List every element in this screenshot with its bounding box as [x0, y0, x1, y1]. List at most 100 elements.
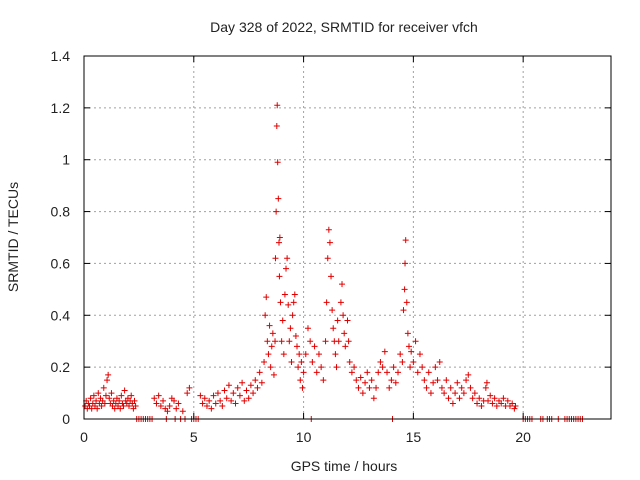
- data-point: [344, 317, 351, 324]
- data-point: [234, 384, 241, 391]
- data-point: [270, 371, 277, 378]
- data-point: [247, 382, 254, 389]
- data-point: [131, 397, 138, 404]
- data-point: [402, 237, 409, 244]
- data-point: [94, 405, 101, 412]
- data-point: [463, 377, 470, 384]
- data-point: [160, 397, 167, 404]
- x-tick-label: 0: [80, 429, 88, 445]
- chart-title: Day 328 of 2022, SRMTID for receiver vfc…: [210, 19, 478, 35]
- data-point: [214, 390, 221, 397]
- data-point: [482, 384, 489, 391]
- data-point: [357, 374, 364, 381]
- data-point: [243, 387, 250, 394]
- data-point: [511, 405, 518, 412]
- data-point: [362, 379, 369, 386]
- data-point: [232, 400, 239, 407]
- y-tick-label: 1: [62, 152, 70, 168]
- data-point: [256, 369, 263, 376]
- data-point: [397, 351, 404, 358]
- data-point: [279, 317, 286, 324]
- data-point: [307, 338, 314, 345]
- data-point: [509, 400, 516, 407]
- data-point: [460, 390, 467, 397]
- data-point: [289, 312, 296, 319]
- data-point: [400, 307, 407, 314]
- data-point: [281, 291, 288, 298]
- data-point: [155, 392, 162, 399]
- grid-layer: [84, 56, 611, 419]
- data-point: [87, 395, 94, 402]
- data-point: [456, 395, 463, 402]
- data-point: [278, 338, 285, 345]
- data-point: [493, 403, 500, 410]
- data-point: [128, 392, 135, 399]
- data-point: [452, 390, 459, 397]
- data-point: [323, 299, 330, 306]
- data-point: [348, 369, 355, 376]
- data-point: [245, 395, 252, 402]
- data-point: [208, 405, 215, 412]
- data-point: [277, 299, 284, 306]
- x-tick-label: 10: [296, 429, 312, 445]
- data-point: [166, 403, 173, 410]
- data-point: [283, 265, 290, 272]
- data-point: [412, 338, 419, 345]
- data-point: [392, 379, 399, 386]
- data-points: [82, 102, 586, 422]
- data-point: [438, 384, 445, 391]
- data-point: [425, 369, 432, 376]
- data-point: [262, 312, 269, 319]
- data-point: [476, 395, 483, 402]
- data-point: [184, 390, 191, 397]
- data-point: [286, 338, 293, 345]
- data-point: [458, 384, 465, 391]
- data-point: [414, 369, 421, 376]
- data-point: [230, 390, 237, 397]
- data-point: [261, 358, 268, 365]
- y-tick-label: 0.2: [51, 359, 71, 375]
- x-tick-label: 5: [190, 429, 198, 445]
- data-point: [274, 159, 281, 166]
- data-point: [206, 397, 213, 404]
- data-point: [117, 405, 124, 412]
- data-point: [465, 371, 472, 378]
- data-point: [403, 299, 410, 306]
- data-point: [186, 384, 193, 391]
- data-point: [239, 379, 246, 386]
- data-point: [203, 403, 210, 410]
- data-point: [498, 400, 505, 407]
- data-point: [373, 384, 380, 391]
- data-point: [291, 291, 298, 298]
- y-tick-label: 1.2: [51, 100, 71, 116]
- data-point: [432, 364, 439, 371]
- data-point: [264, 338, 271, 345]
- plot-frame: [83, 55, 612, 420]
- data-point: [491, 395, 498, 402]
- data-point: [346, 358, 353, 365]
- data-point: [120, 403, 127, 410]
- data-point: [290, 299, 297, 306]
- data-point: [489, 400, 496, 407]
- data-point: [328, 273, 335, 280]
- data-point: [311, 343, 318, 350]
- data-point: [330, 325, 337, 332]
- data-point: [275, 239, 282, 246]
- x-axis-label: GPS time / hours: [291, 458, 398, 474]
- data-point: [132, 403, 139, 410]
- y-tick-label: 0: [62, 411, 70, 427]
- data-point: [410, 358, 417, 365]
- data-point: [276, 234, 283, 241]
- data-point: [408, 348, 415, 355]
- data-point: [375, 369, 382, 376]
- data-point: [171, 397, 178, 404]
- data-point: [322, 338, 329, 345]
- data-point: [302, 351, 309, 358]
- data-point: [296, 351, 303, 358]
- data-point: [295, 364, 302, 371]
- data-point: [512, 403, 519, 410]
- data-point: [324, 255, 331, 262]
- data-point: [469, 395, 476, 402]
- data-point: [504, 397, 511, 404]
- data-point: [436, 358, 443, 365]
